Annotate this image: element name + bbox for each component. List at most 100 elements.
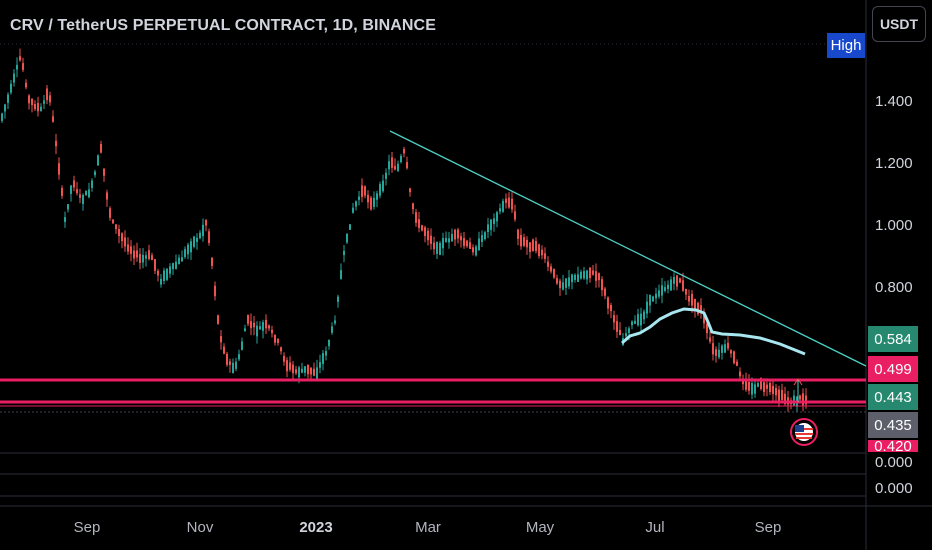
- candle-body: [589, 267, 591, 278]
- candle-body: [736, 361, 738, 366]
- candle-body: [325, 351, 327, 356]
- candle-body: [583, 271, 585, 279]
- candle-body: [793, 395, 795, 406]
- candle-body: [49, 95, 51, 103]
- candle-body: [238, 354, 240, 360]
- candle-body: [448, 238, 450, 243]
- candle-body: [805, 395, 807, 405]
- candle-body: [604, 288, 606, 296]
- candle-body: [598, 273, 600, 281]
- candle-body: [355, 201, 357, 207]
- candle-body: [193, 236, 195, 247]
- candle-body: [523, 237, 525, 246]
- candle-body: [400, 155, 402, 163]
- candle-body: [25, 82, 27, 88]
- candle-body: [679, 278, 681, 283]
- candle-body: [274, 334, 276, 343]
- candle-body: [709, 337, 711, 342]
- candle-body: [619, 330, 621, 336]
- currency-button[interactable]: USDT: [872, 6, 926, 42]
- candle-body: [268, 325, 270, 329]
- candle-body: [646, 301, 648, 314]
- candle-body: [532, 239, 534, 252]
- candle-body: [772, 385, 774, 395]
- candle-body: [748, 382, 750, 391]
- candle-body: [130, 246, 132, 254]
- candle-body: [121, 233, 123, 242]
- candle-body: [766, 384, 768, 389]
- candle-body: [142, 255, 144, 263]
- candle-body: [217, 315, 219, 324]
- candle-body: [643, 311, 645, 320]
- candle-body: [241, 341, 243, 350]
- candle-body: [634, 320, 636, 324]
- candle-body: [499, 208, 501, 212]
- candle-body: [46, 88, 48, 101]
- candle-body: [94, 171, 96, 176]
- candle-body: [115, 224, 117, 230]
- candle-body: [394, 166, 396, 170]
- candle-body: [559, 280, 561, 289]
- candle-body: [751, 383, 753, 395]
- candle-body: [703, 314, 705, 324]
- candle-body: [742, 379, 744, 385]
- candle-body: [40, 106, 42, 111]
- price-tag-current: 0.443: [868, 384, 918, 410]
- candle-body: [67, 204, 69, 210]
- candle-body: [784, 393, 786, 404]
- candle-body: [460, 236, 462, 241]
- candle-body: [517, 229, 519, 239]
- y-axis-label: 0.000: [875, 480, 913, 497]
- candle-body: [13, 73, 15, 83]
- y-axis-label: 1.400: [875, 93, 913, 110]
- candle-body: [223, 346, 225, 354]
- candle-body: [76, 189, 78, 194]
- candle-body: [670, 279, 672, 291]
- candle-body: [154, 259, 156, 271]
- candle-body: [34, 104, 36, 110]
- candle-body: [187, 244, 189, 255]
- candle-body: [298, 367, 300, 378]
- price-tag-last: 0.584: [868, 326, 918, 352]
- y-axis-label: 0.800: [875, 279, 913, 296]
- us-flag-icon[interactable]: [790, 418, 818, 446]
- candle-body: [802, 393, 804, 406]
- x-axis-label: Jul: [645, 519, 665, 536]
- candle-body: [637, 314, 639, 326]
- candle-body: [10, 83, 12, 93]
- candle-body: [607, 297, 609, 309]
- candle-body: [697, 302, 699, 315]
- candle-body: [562, 282, 564, 290]
- candle-body: [190, 241, 192, 253]
- candle-body: [421, 225, 423, 231]
- candle-body: [514, 211, 516, 220]
- candle-body: [667, 284, 669, 289]
- candle-body: [538, 244, 540, 256]
- candle-body: [487, 224, 489, 232]
- candle-body: [214, 285, 216, 297]
- moving-average-line: [621, 307, 806, 356]
- candle-body: [553, 268, 555, 278]
- candle-body: [283, 355, 285, 362]
- candle-body: [454, 229, 456, 240]
- candle-body: [262, 322, 264, 331]
- resistance-trendline[interactable]: [389, 130, 867, 367]
- price-tag-crosshair: 0.435: [868, 412, 918, 438]
- candle-body: [565, 278, 567, 288]
- candle-body: [730, 350, 732, 354]
- candle-body: [571, 274, 573, 283]
- candle-body: [349, 224, 351, 230]
- candle-body: [178, 257, 180, 265]
- candle-body: [586, 270, 588, 280]
- candle-body: [496, 212, 498, 222]
- high-price-tag: High: [827, 33, 865, 58]
- candle-body: [229, 361, 231, 365]
- candle-body: [73, 180, 75, 188]
- price-tag-level-upper: 0.499: [868, 356, 918, 382]
- candle-body: [484, 232, 486, 240]
- candle-body: [706, 323, 708, 334]
- candle-body: [172, 263, 174, 270]
- candle-body: [556, 278, 558, 284]
- candle-body: [61, 187, 63, 196]
